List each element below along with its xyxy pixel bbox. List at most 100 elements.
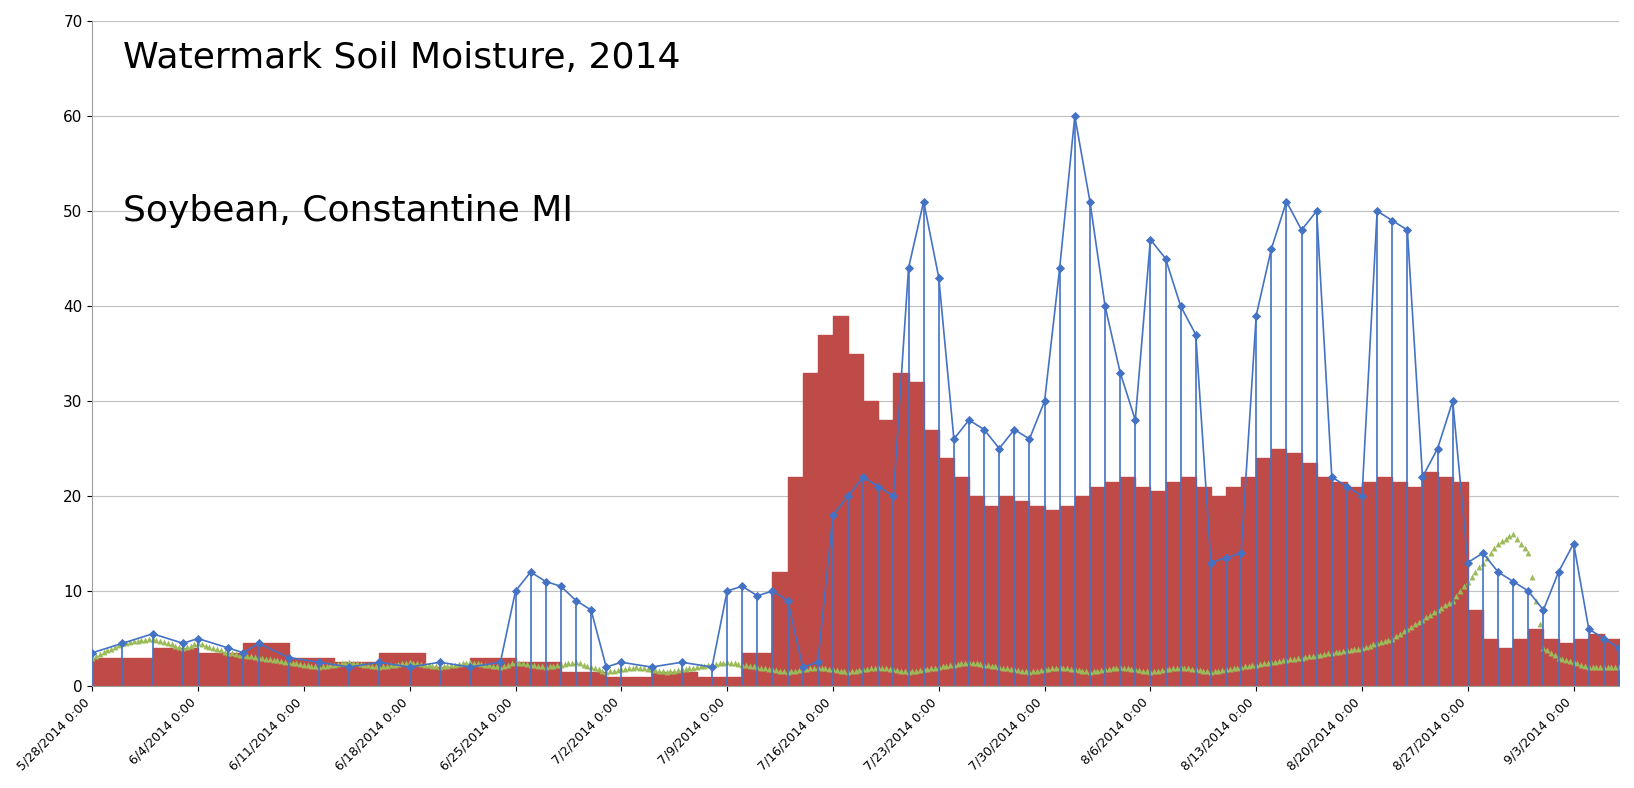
Point [1534, 644, 1560, 656]
Point [1149, 663, 1175, 676]
Point [78, 646, 105, 659]
Point [502, 585, 528, 597]
Point [1327, 645, 1353, 658]
Point [775, 594, 801, 607]
Point [1074, 665, 1100, 678]
Point [714, 656, 740, 668]
Point [1477, 547, 1503, 559]
Point [219, 647, 245, 660]
Point [1364, 637, 1391, 649]
Point [461, 656, 487, 669]
Point [971, 423, 997, 436]
Point [717, 656, 743, 669]
Point [193, 639, 219, 652]
Point [1333, 644, 1359, 656]
Point [596, 665, 623, 678]
Point [1531, 641, 1557, 654]
Point [371, 660, 397, 673]
Text: Soybean, Constantine MI: Soybean, Constantine MI [123, 194, 574, 228]
Point [858, 662, 884, 675]
Point [1273, 653, 1299, 666]
Point [1108, 660, 1134, 673]
Point [850, 470, 876, 483]
Point [458, 660, 484, 673]
Point [196, 641, 222, 653]
Point [1500, 575, 1526, 588]
Point [426, 660, 453, 673]
Point [1440, 594, 1466, 607]
Point [1569, 658, 1595, 671]
Point [926, 271, 953, 284]
Point [449, 657, 475, 670]
Point [109, 637, 136, 649]
Point [895, 262, 922, 274]
Point [1342, 643, 1368, 656]
Point [363, 660, 389, 673]
Point [113, 637, 139, 649]
Point [136, 633, 162, 645]
Point [536, 660, 562, 673]
Point [556, 657, 582, 670]
Point [480, 660, 507, 672]
Point [680, 661, 706, 674]
Point [1471, 547, 1497, 559]
Point [1592, 660, 1618, 673]
Point [1123, 414, 1149, 426]
Point [1096, 663, 1123, 675]
Point [469, 658, 495, 671]
Point [1206, 664, 1232, 677]
Point [1417, 608, 1443, 621]
Point [366, 656, 392, 668]
Point [869, 661, 895, 674]
Point [95, 644, 121, 656]
Point [1364, 205, 1391, 217]
Point [268, 655, 294, 667]
Point [173, 641, 199, 653]
Point [1152, 663, 1178, 675]
Text: Watermark Soil Moisture, 2014: Watermark Soil Moisture, 2014 [123, 41, 680, 75]
Point [147, 634, 173, 647]
Point [975, 659, 1002, 671]
Point [1069, 664, 1095, 677]
Point [1243, 309, 1270, 322]
Point [1016, 666, 1042, 678]
Point [472, 658, 498, 671]
Point [861, 661, 887, 674]
Point [1261, 656, 1288, 668]
Point [601, 664, 627, 677]
Point [271, 656, 297, 668]
Point [441, 658, 467, 671]
Point [1503, 533, 1529, 545]
Point [1266, 655, 1292, 667]
Point [559, 656, 585, 669]
Point [204, 643, 230, 656]
Point [1129, 664, 1155, 677]
Point [239, 650, 265, 663]
Point [1500, 528, 1526, 541]
Point [1520, 571, 1546, 583]
Point [904, 664, 930, 677]
Point [1425, 604, 1451, 616]
Point [1292, 651, 1319, 663]
Point [608, 656, 634, 668]
Point [518, 566, 544, 578]
Point [734, 659, 760, 671]
Point [990, 661, 1016, 674]
Point [1379, 632, 1405, 645]
Point [109, 637, 136, 649]
Point [1511, 542, 1538, 555]
Point [1278, 653, 1304, 666]
Point [956, 656, 982, 668]
Point [1492, 533, 1518, 545]
Point [745, 589, 771, 602]
Point [987, 442, 1013, 455]
Point [1531, 604, 1557, 616]
Point [627, 661, 654, 674]
Point [1552, 653, 1578, 666]
Point [930, 660, 956, 673]
Point [815, 663, 842, 675]
Point [132, 634, 158, 646]
Point [552, 658, 578, 671]
Point [1111, 661, 1137, 674]
Point [1560, 656, 1587, 668]
